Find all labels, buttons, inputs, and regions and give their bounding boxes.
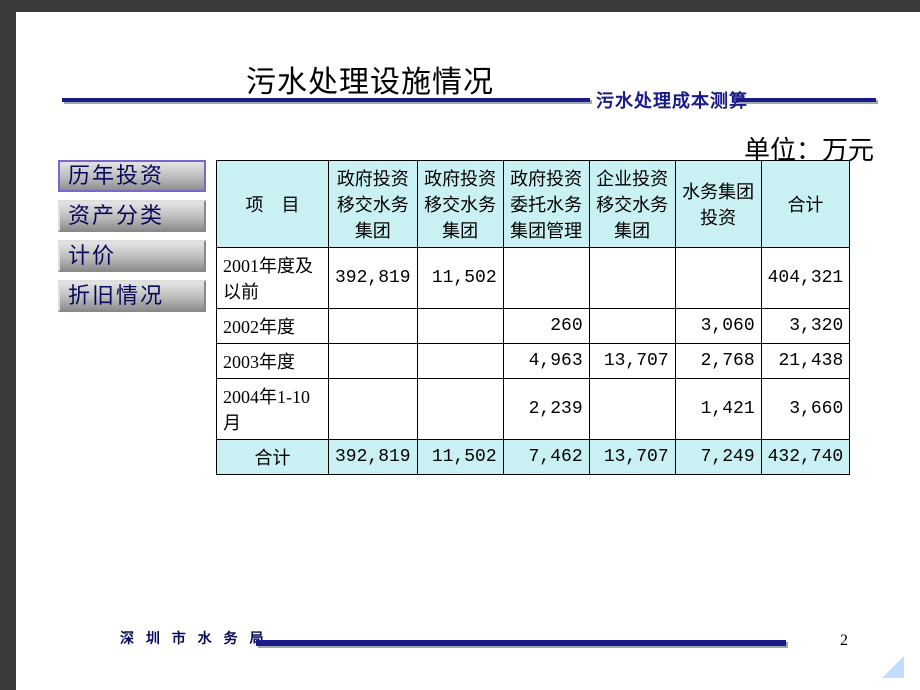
cell: 432,740 [761, 440, 850, 475]
cell: 392,819 [329, 248, 418, 309]
table-row: 2002年度 260 3,060 3,320 [217, 309, 850, 344]
cell: 13,707 [589, 344, 675, 379]
table-header-row: 项 目 政府投资移交水务集团 政府投资移交水务集团 政府投资委托水务集团管理 企… [217, 161, 850, 248]
footer-organization: 深 圳 市 水 务 局 [120, 628, 267, 648]
col-gov-entrust: 政府投资委托水务集团管理 [503, 161, 589, 248]
cell [417, 379, 503, 440]
cell [589, 309, 675, 344]
cell: 3,060 [675, 309, 761, 344]
divider-footer [256, 640, 786, 646]
cell [589, 248, 675, 309]
cell: 4,963 [503, 344, 589, 379]
row-label: 2002年度 [217, 309, 329, 344]
table-row: 2004年1-10月 2,239 1,421 3,660 [217, 379, 850, 440]
slide: 污水处理设施情况 污水处理成本测算 单位：万元 历年投资 资产分类 计价 折旧情… [16, 12, 904, 678]
cell: 11,502 [417, 248, 503, 309]
cell: 11,502 [417, 440, 503, 475]
table-body: 2001年度及以前 392,819 11,502 404,321 2002年度 … [217, 248, 850, 475]
cell: 7,249 [675, 440, 761, 475]
cell: 392,819 [329, 440, 418, 475]
cell: 7,462 [503, 440, 589, 475]
col-project: 项 目 [217, 161, 329, 248]
divider-top-left [62, 98, 590, 102]
page-title: 污水处理设施情况 [246, 57, 494, 101]
cell [329, 344, 418, 379]
divider-top-right [736, 98, 876, 102]
nav-asset-category[interactable]: 资产分类 [58, 200, 206, 232]
cell: 260 [503, 309, 589, 344]
cell: 3,660 [761, 379, 850, 440]
sum-label: 合计 [217, 440, 329, 475]
col-gov-transfer-2: 政府投资移交水务集团 [417, 161, 503, 248]
cell [329, 379, 418, 440]
nav-yearly-investment[interactable]: 历年投资 [58, 160, 206, 192]
col-enterprise: 企业投资移交水务集团 [589, 161, 675, 248]
col-gov-transfer-1: 政府投资移交水务集团 [329, 161, 418, 248]
cell: 2,239 [503, 379, 589, 440]
cell [675, 248, 761, 309]
row-label: 2003年度 [217, 344, 329, 379]
cell: 3,320 [761, 309, 850, 344]
row-label: 2001年度及以前 [217, 248, 329, 309]
page-curl-icon [882, 656, 904, 678]
subtitle: 污水处理成本测算 [596, 87, 748, 113]
cell [417, 309, 503, 344]
row-label: 2004年1-10月 [217, 379, 329, 440]
cell: 2,768 [675, 344, 761, 379]
nav-pricing[interactable]: 计价 [58, 240, 206, 272]
investment-table: 项 目 政府投资移交水务集团 政府投资移交水务集团 政府投资委托水务集团管理 企… [216, 160, 850, 475]
table-row: 2001年度及以前 392,819 11,502 404,321 [217, 248, 850, 309]
cell: 13,707 [589, 440, 675, 475]
nav-sidebar: 历年投资 资产分类 计价 折旧情况 [58, 160, 210, 320]
cell [417, 344, 503, 379]
cell: 404,321 [761, 248, 850, 309]
cell: 1,421 [675, 379, 761, 440]
page-number: 2 [840, 632, 848, 650]
table-row: 2003年度 4,963 13,707 2,768 21,438 [217, 344, 850, 379]
table-sum-row: 合计 392,819 11,502 7,462 13,707 7,249 432… [217, 440, 850, 475]
cell [589, 379, 675, 440]
cell [329, 309, 418, 344]
nav-depreciation[interactable]: 折旧情况 [58, 280, 206, 312]
cell [503, 248, 589, 309]
col-group-invest: 水务集团投资 [675, 161, 761, 248]
cell: 21,438 [761, 344, 850, 379]
col-total: 合计 [761, 161, 850, 248]
